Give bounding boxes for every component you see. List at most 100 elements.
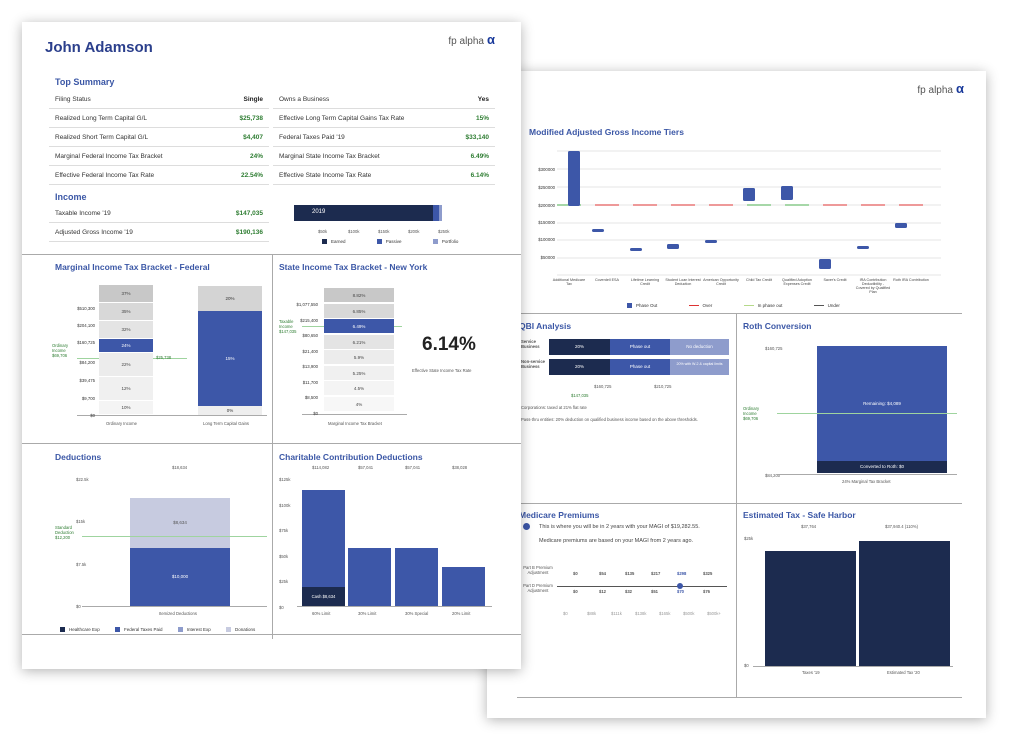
medicare-line: Medicare premiums are based on your MAGI… [539,538,694,544]
top-summary-title: Top Summary [55,77,115,87]
summary-row: Marginal State Income Tax Bracket 6.49% [273,147,495,166]
axis [777,474,957,475]
state-ylabel: $21,400 [302,348,318,354]
magi-phaseout-bar [781,186,793,200]
charitable-xlabel: 30% Special [405,611,429,616]
medicare-cell: $70 [677,589,684,594]
divider [517,503,962,504]
summary-value: 6.49% [470,153,489,160]
medicare-cell: $32 [625,589,632,594]
logo: fp alpha α [448,32,495,47]
state-ylabel: $80,650 [302,333,318,338]
federal-ylabel: $0 [90,413,95,418]
medicare-cell: $325 [703,571,713,576]
federal-bracket: 22% [99,353,153,377]
federal-ylabel: $510,300 [77,306,95,311]
deductions-title: Deductions [55,452,102,462]
income-title: Income [55,192,87,202]
state-bracket: 5.25% [324,365,394,381]
federal-ordinary-label: Ordinary Income $69,706 [52,343,69,358]
magi-phaseout-bar [705,240,717,243]
medicare-tick: $111k [611,611,622,616]
medicare-cell: $54 [599,571,606,576]
magi-legend: Phase Out Over In phase out Under [627,303,840,309]
top-summary-right: Owns a Business Yes Effective Long Term Ca… [273,90,495,186]
ltcg-band: 20% [198,286,262,311]
federal-ylabel: $160,725 [77,340,95,345]
state-ylabel: $0 [313,410,318,416]
deductions-ylabel: $0 [76,604,81,609]
federal-bracket: 24% [99,339,153,353]
logo: fp alpha α [917,81,964,96]
qbi-cell: 20% with W-2 & capital limits [670,359,729,375]
summary-value: Yes [477,96,489,103]
safe-harbor-bar [859,541,950,666]
safe-harbor-bar [765,551,856,666]
divider [22,634,521,635]
summary-label: Realized Long Term Capital G/L [55,115,148,122]
magi-category-label: Lifetime Learning Credit [630,278,660,286]
qbi-cell: Phase out [610,359,670,375]
charitable-bar [302,490,345,606]
income-legend: Earned Passive Portfolio [322,239,458,245]
medicare-row-label: Part D Premium Adjustment [523,583,553,593]
state-ylabel: $1,077,550 [296,302,318,307]
roth-remaining-bar: Remaining: $4,089 [817,346,947,461]
magi-ylabel: $150000 [538,220,555,225]
income-tick: $150k [378,229,390,234]
charitable-xlabel: 60% Limit [312,611,331,616]
safe-harbor-top-label: $37,940.4 (110%) [885,524,918,529]
summary-label: Effective State Income Tax Rate [279,172,372,179]
report-page-2: fp alpha α Modified Adjusted Gross Income… [487,71,986,718]
income-table: Taxable Income '19 $147,035 Adjusted Gross… [49,204,269,244]
qbi-cell: Phase out [610,339,670,355]
legend-swatch-icon [177,627,183,633]
magi-category-label: Coverdell ESA [595,278,619,282]
qbi-cell: 20% [549,339,610,355]
axis [77,415,267,416]
summary-value: $4,407 [243,134,263,141]
state-ylabel: $8,500 [304,395,318,400]
legend-swatch-icon [376,239,382,245]
state-bracket: 8.82% [324,288,394,303]
magi-phaseout-bar [592,229,604,232]
summary-label: Marginal Federal Income Tax Bracket [55,153,163,160]
medicare-title: Medicare Premiums [519,510,600,520]
medicare-position-icon [677,583,683,589]
state-effective-rate: 6.14% [422,334,476,355]
client-name: John Adamson [45,39,153,56]
summary-value: $147,035 [235,210,263,217]
medicare-tick: $88k [587,611,597,616]
magi-ylabel: $200000 [538,203,555,208]
qbi-cell: 20% [549,359,610,375]
legend-swatch-icon [115,627,121,633]
axis [82,606,267,607]
roth-ordinary-label: Ordinary Income $69,706 [743,406,760,421]
qbi-tick: $160,725 [594,384,612,389]
deductions-donations-bar: $8,634 [130,498,230,548]
summary-value: 22.54% [240,172,263,179]
charitable-top-label: $38,028 [452,465,468,470]
state-ylabel: $215,400 [300,317,318,323]
deductions-taxes-bar: $10,000 [130,548,230,606]
state-bracket: 5.9% [324,350,394,365]
top-summary-left: Filing Status Single Realized Long Term Ca… [49,90,269,186]
summary-row: Effective Long Term Capital Gains Tax Ra… [273,109,495,128]
charitable-top-label: $57,041 [405,465,421,470]
state-ylabel: $11,700 [302,379,318,385]
safe-harbor-xlabel: Estimated Tax '20 [887,670,920,675]
income-tick: $200k [408,229,420,234]
magi-ylabel: $300000 [538,167,555,172]
federal-ltcg-marker: $25,738 [156,355,172,360]
summary-label: Taxable Income '19 [55,210,111,217]
summary-value: $25,738 [239,115,264,122]
magi-category-label: Roth IRA Contribution [893,278,929,282]
federal-bracket: 10% [99,401,153,415]
state-ylabel: $13,900 [302,364,318,369]
legend-swatch-icon [432,239,438,245]
charitable-bar [442,567,485,606]
medicare-scale [557,586,727,587]
qbi-title: QBI Analysis [519,321,572,331]
safe-harbor-ylabel: $0 [744,663,749,668]
federal-bracket: 35% [99,303,153,321]
